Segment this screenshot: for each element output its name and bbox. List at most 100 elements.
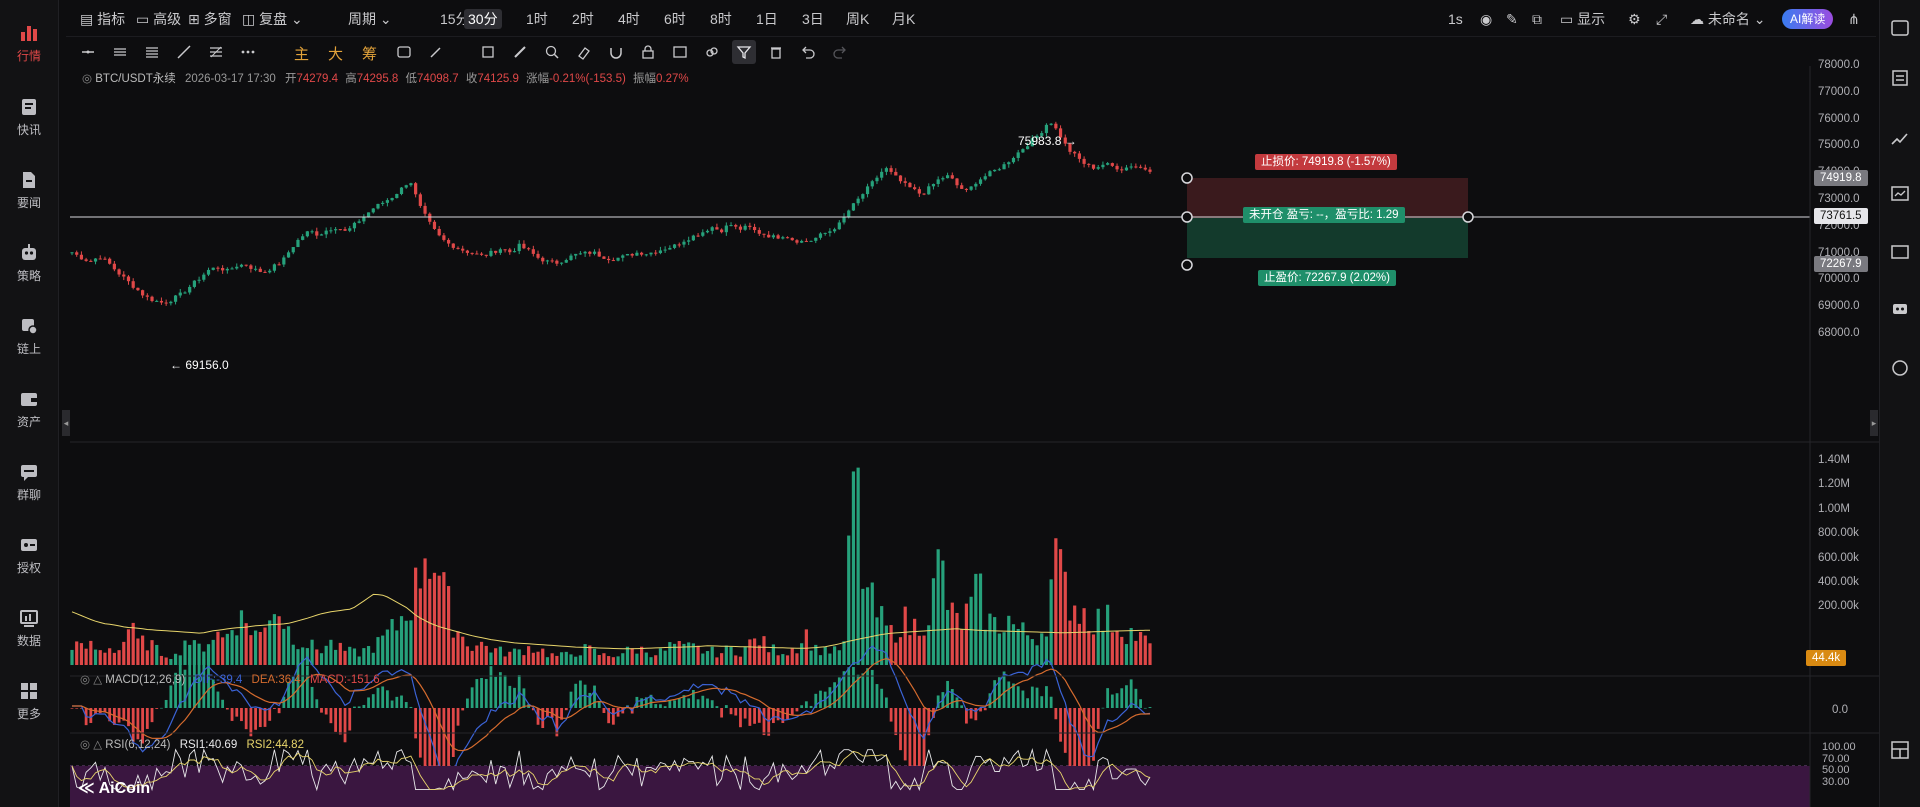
list-icon[interactable] [1890,68,1910,88]
chips-toggle[interactable]: 筹 [362,46,378,63]
settings-icon[interactable]: ⚙ [1628,11,1641,27]
replay-button[interactable]: ◫ 复盘 ⌄ [242,11,303,27]
volume-bar [687,642,691,665]
magnet-icon[interactable] [608,44,624,60]
chart-canvas[interactable] [70,66,1880,807]
trendline-icon[interactable] [176,44,192,60]
redo-icon[interactable] [832,44,848,60]
macd-bar [1012,683,1015,708]
interval-month[interactable]: 月K [892,11,916,27]
fib-icon[interactable] [208,44,224,60]
zoom-icon[interactable] [544,44,560,60]
nav-item-news[interactable]: 要闻 [0,161,58,219]
macd-bar [908,708,912,769]
filter-button[interactable] [732,40,756,64]
nav-item-groupchat[interactable]: 群聊 [0,453,58,511]
interval-2h[interactable]: 2时 [572,11,594,27]
lock-icon[interactable] [640,44,656,60]
nav-item-onchain[interactable]: 链上 [0,307,58,365]
take-profit-zone[interactable] [1187,218,1468,258]
interval-4h[interactable]: 4时 [618,11,640,27]
hline-icon[interactable] [112,44,128,60]
trash-icon[interactable] [768,44,784,60]
ruler-icon[interactable] [512,44,528,60]
nav-item-market[interactable]: 行情 [0,14,58,72]
interval-8h[interactable]: 8时 [710,11,732,27]
chart-panel-icon[interactable] [1890,184,1910,204]
nav-item-more[interactable]: 更多 [0,672,58,730]
fullscreen-icon[interactable]: ⤢ [1656,11,1668,27]
main-indicator-toggle[interactable]: 主 [294,46,310,63]
candle-body [183,292,187,294]
volume-bar [159,655,164,665]
interval-30m[interactable]: 30分 [464,9,502,29]
macd-bar [724,705,728,708]
interval-1h[interactable]: 1时 [526,11,548,27]
interval-3d[interactable]: 3日 [802,11,824,27]
macd-bar [828,687,832,708]
crosshair-icon[interactable] [80,44,96,60]
take-handle[interactable] [1181,259,1193,271]
multi-window-button[interactable]: ⊞ 多窗 [188,11,232,27]
pen-icon[interactable]: ✎ [1506,11,1518,27]
volume-bar [272,614,277,665]
stop-loss-label[interactable]: 止损价: 74919.8 (-1.57%) [1255,154,1397,170]
stop-handle[interactable] [1181,172,1193,184]
nav-item-strategy[interactable]: 策略 [0,234,58,292]
interval-15m[interactable]: 15分 [440,11,470,27]
lines-icon[interactable] [144,44,160,60]
macd-bar [602,708,606,713]
macd-bar [753,708,756,724]
position-status-label[interactable]: 未开仓 盈亏: --，盈亏比: 1.29 [1243,207,1405,223]
nav-item-data[interactable]: 数据 [0,599,58,657]
nav-item-authorize[interactable]: 授权 [0,526,58,584]
macd-bar [701,695,705,708]
layout-dropdown[interactable]: ☁ 未命名 ⌄ [1690,11,1766,27]
star-list-icon[interactable] [1890,18,1910,38]
macd-bar [837,677,841,708]
entry-handle[interactable] [1181,211,1193,223]
period-dropdown[interactable]: 周期 ⌄ [348,11,392,27]
template-icon[interactable] [672,44,688,60]
display-button[interactable]: ▭ 显示 [1560,11,1606,27]
layers-icon[interactable]: ⧉ [1532,11,1542,27]
right-handle[interactable] [1462,211,1474,223]
undo-icon[interactable] [800,44,816,60]
brush-icon[interactable] [428,44,444,60]
collapse-right-icon[interactable]: ▸ [1870,410,1878,436]
nav-item-assets[interactable]: 资产 [0,380,58,438]
macd-bar [244,708,248,730]
camera-icon[interactable]: ◉ [1480,11,1493,27]
volume-bar [404,620,408,665]
candle-body [348,228,352,231]
interval-6h[interactable]: 6时 [664,11,686,27]
more-icon[interactable] [240,44,256,60]
collapse-left-icon[interactable]: ◂ [62,410,70,436]
macd-dea: DEA:36.4 [251,674,301,686]
volume-axis[interactable]: 1.40M 1.20M 1.00M 800.00k 600.00k 400.00k 200.… [1816,442,1880,672]
interval-1d[interactable]: 1日 [756,11,778,27]
big-order-toggle[interactable]: 大 [328,46,344,63]
etf-icon[interactable] [1890,242,1910,262]
filter-icon[interactable] [736,44,752,60]
measure-icon[interactable] [480,44,496,60]
take-profit-label[interactable]: 止盈价: 72267.9 (2.02%) [1258,270,1396,286]
link-icon[interactable] [704,44,720,60]
eraser-icon[interactable] [576,44,592,60]
robot-icon[interactable] [1890,298,1910,318]
interval-week[interactable]: 周K [846,11,870,27]
eye-icon[interactable]: ◎ [82,73,93,85]
sync-icon[interactable] [396,44,412,60]
candle-body [517,243,521,252]
interval-1s[interactable]: 1s [1448,11,1463,27]
advanced-button[interactable]: ▭ 高级 [136,11,182,27]
macd-bar [814,693,818,708]
indicators-button[interactable]: ▤ 指标 [80,11,126,27]
volume-bar [221,637,225,665]
ai-analysis-button[interactable]: AI解读 [1782,9,1834,29]
trend-icon[interactable] [1890,128,1910,148]
nav-item-flash[interactable]: 快讯 [0,88,58,146]
layout-icon[interactable] [1890,740,1910,760]
exchange-icon[interactable] [1890,358,1910,378]
share-icon[interactable]: ⋔ [1848,11,1860,27]
